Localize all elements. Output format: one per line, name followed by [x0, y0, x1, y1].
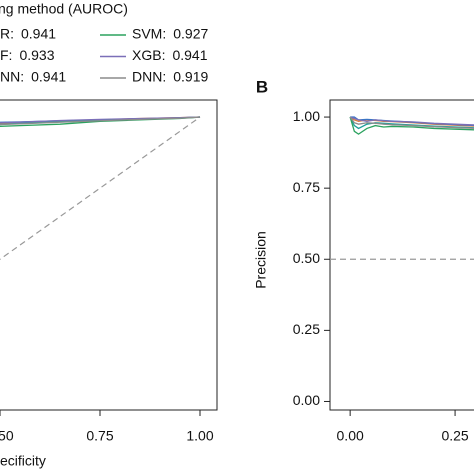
plot-frame — [329, 99, 474, 411]
y-tick-label: 0.50 — [293, 250, 320, 266]
x-tick-label: 0.75 — [86, 428, 113, 444]
legend-auroc: 0.927 — [173, 26, 208, 42]
y-axis-label: Precision — [253, 231, 269, 289]
legend-auroc: 0.933 — [19, 47, 54, 63]
series-line — [349, 116, 474, 130]
legend-name: SVM: — [132, 26, 166, 42]
legend-auroc: 0.941 — [172, 47, 207, 63]
x-axis-label: ecificity — [0, 453, 46, 469]
series-line — [349, 116, 474, 135]
legend-name: DNN: — [132, 69, 166, 85]
series-line — [0, 116, 201, 126]
legend-name: R: — [0, 26, 14, 42]
legend-name: XGB: — [132, 47, 165, 63]
legend-auroc: 0.919 — [173, 69, 208, 85]
series-line — [349, 116, 474, 130]
legend-name: F: — [0, 47, 12, 63]
panel-label: B — [256, 77, 268, 96]
y-tick-label: 0.75 — [293, 179, 320, 195]
x-tick-label: 0.50 — [0, 428, 14, 444]
y-tick-label: 0.00 — [293, 392, 320, 408]
reference-diagonal — [0, 116, 201, 261]
legend-title: ng method (AUROC) — [0, 1, 128, 17]
legend-auroc: 0.941 — [21, 26, 56, 42]
x-tick-label: 1.00 — [186, 428, 213, 444]
y-tick-label: 1.00 — [293, 108, 320, 124]
x-tick-label: 0.25 — [441, 428, 468, 444]
y-tick-label: 0.25 — [293, 321, 320, 337]
series-line — [349, 116, 474, 126]
legend-name: NN: — [0, 69, 24, 85]
legend-auroc: 0.941 — [31, 69, 66, 85]
x-tick-label: 0.00 — [337, 428, 364, 444]
plot-frame — [0, 99, 218, 411]
